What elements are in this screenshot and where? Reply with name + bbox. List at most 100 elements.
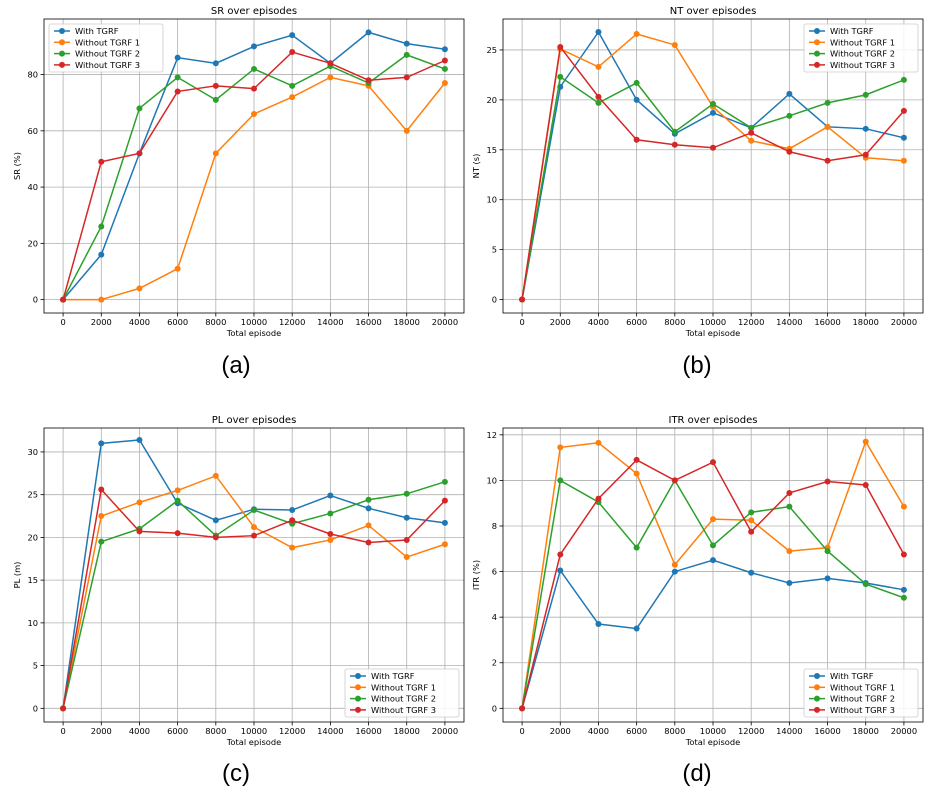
legend-marker xyxy=(814,28,820,34)
y-tick-label: 0 xyxy=(33,295,38,305)
data-point xyxy=(98,513,105,520)
data-point xyxy=(98,538,105,545)
x-tick-label: 14000 xyxy=(776,726,802,736)
data-point xyxy=(441,57,448,64)
data-point xyxy=(824,123,831,130)
legend-entry: Without TGRF 3 xyxy=(75,60,140,70)
x-tick-label: 10000 xyxy=(700,317,726,327)
data-point xyxy=(174,487,181,494)
y-tick-label: 15 xyxy=(486,145,497,155)
x-tick-label: 14000 xyxy=(317,726,343,736)
x-tick-label: 4000 xyxy=(129,726,150,736)
data-point xyxy=(289,507,296,514)
data-point xyxy=(251,110,257,117)
y-tick-label: 20 xyxy=(486,95,497,105)
data-point xyxy=(862,581,869,588)
x-tick-label: 4000 xyxy=(588,726,609,736)
data-point xyxy=(403,127,410,134)
legend-box xyxy=(48,23,164,73)
data-point xyxy=(862,125,869,132)
x-axis-label: Total episode xyxy=(685,737,740,747)
y-tick-label: 30 xyxy=(27,447,38,457)
y-axis-label: NT (s) xyxy=(471,154,481,179)
data-point xyxy=(671,477,678,484)
data-point xyxy=(671,568,678,575)
data-point xyxy=(862,438,869,445)
data-point xyxy=(212,96,219,103)
x-tick-label: 18000 xyxy=(853,726,879,736)
data-point xyxy=(557,444,564,451)
x-tick-label: 4000 xyxy=(129,317,150,327)
data-point xyxy=(289,94,296,101)
legend-entry: Without TGRF 3 xyxy=(830,705,895,715)
data-point xyxy=(633,625,640,632)
data-point xyxy=(251,507,257,514)
data-point xyxy=(633,456,640,463)
data-point xyxy=(441,80,448,87)
data-point xyxy=(98,486,105,493)
data-point xyxy=(595,99,602,106)
x-tick-label: 6000 xyxy=(167,726,188,736)
x-tick-label: 6000 xyxy=(626,317,647,327)
x-tick-label: 10000 xyxy=(700,726,726,736)
legend-entry: Without TGRF 1 xyxy=(75,37,140,47)
data-point xyxy=(289,49,296,56)
data-point xyxy=(365,496,372,503)
data-point xyxy=(174,54,181,61)
plot-frame xyxy=(43,18,465,314)
data-point xyxy=(403,514,410,521)
data-point xyxy=(327,536,334,543)
data-point xyxy=(557,477,564,484)
x-tick-label: 20000 xyxy=(432,317,458,327)
chart-title: NT over episodes xyxy=(670,6,757,17)
legend-entry: Without TGRF 2 xyxy=(830,694,895,704)
x-tick-label: 18000 xyxy=(394,726,420,736)
y-tick-label: 40 xyxy=(27,182,38,192)
caption-c: (c) xyxy=(222,760,250,787)
x-tick-label: 2000 xyxy=(91,726,112,736)
data-point xyxy=(212,82,219,89)
data-point xyxy=(633,30,640,37)
legend-marker xyxy=(814,695,820,702)
x-tick-label: 14000 xyxy=(317,317,343,327)
y-tick-label: 15 xyxy=(27,575,38,585)
legend-box xyxy=(803,668,919,718)
data-point xyxy=(174,74,181,81)
y-tick-label: 20 xyxy=(27,238,38,248)
x-tick-label: 10000 xyxy=(241,317,267,327)
legend-entry: With TGRF xyxy=(75,26,119,36)
legend-marker xyxy=(814,706,820,713)
legend-marker xyxy=(814,684,820,691)
legend-marker xyxy=(814,61,820,68)
data-point xyxy=(595,63,602,70)
x-axis-label: Total episode xyxy=(226,328,281,338)
data-point xyxy=(748,129,755,136)
y-tick-label: 10 xyxy=(27,618,38,628)
data-point xyxy=(748,517,755,524)
data-point xyxy=(862,91,869,98)
caption-d: (d) xyxy=(682,760,712,787)
data-point xyxy=(365,77,372,84)
data-point xyxy=(174,530,181,537)
data-point xyxy=(595,495,602,502)
data-point xyxy=(519,296,526,303)
data-point xyxy=(212,150,219,157)
data-point xyxy=(403,554,410,561)
legend-entry: Without TGRF 1 xyxy=(830,37,895,47)
x-tick-label: 8000 xyxy=(664,317,685,327)
x-tick-label: 20000 xyxy=(891,726,917,736)
data-point xyxy=(633,79,640,86)
legend-entry: Without TGRF 2 xyxy=(75,49,140,59)
data-point xyxy=(441,497,448,504)
legend-marker xyxy=(59,39,65,46)
y-axis-label: ITR (%) xyxy=(471,560,481,590)
y-tick-label: 4 xyxy=(492,612,497,622)
data-point xyxy=(174,265,181,272)
data-point xyxy=(786,579,793,586)
x-tick-label: 2000 xyxy=(550,317,571,327)
chart-title: ITR over episodes xyxy=(669,415,758,426)
x-tick-label: 20000 xyxy=(432,726,458,736)
data-point xyxy=(595,28,602,35)
x-tick-label: 2000 xyxy=(91,317,112,327)
y-tick-label: 25 xyxy=(27,490,38,500)
